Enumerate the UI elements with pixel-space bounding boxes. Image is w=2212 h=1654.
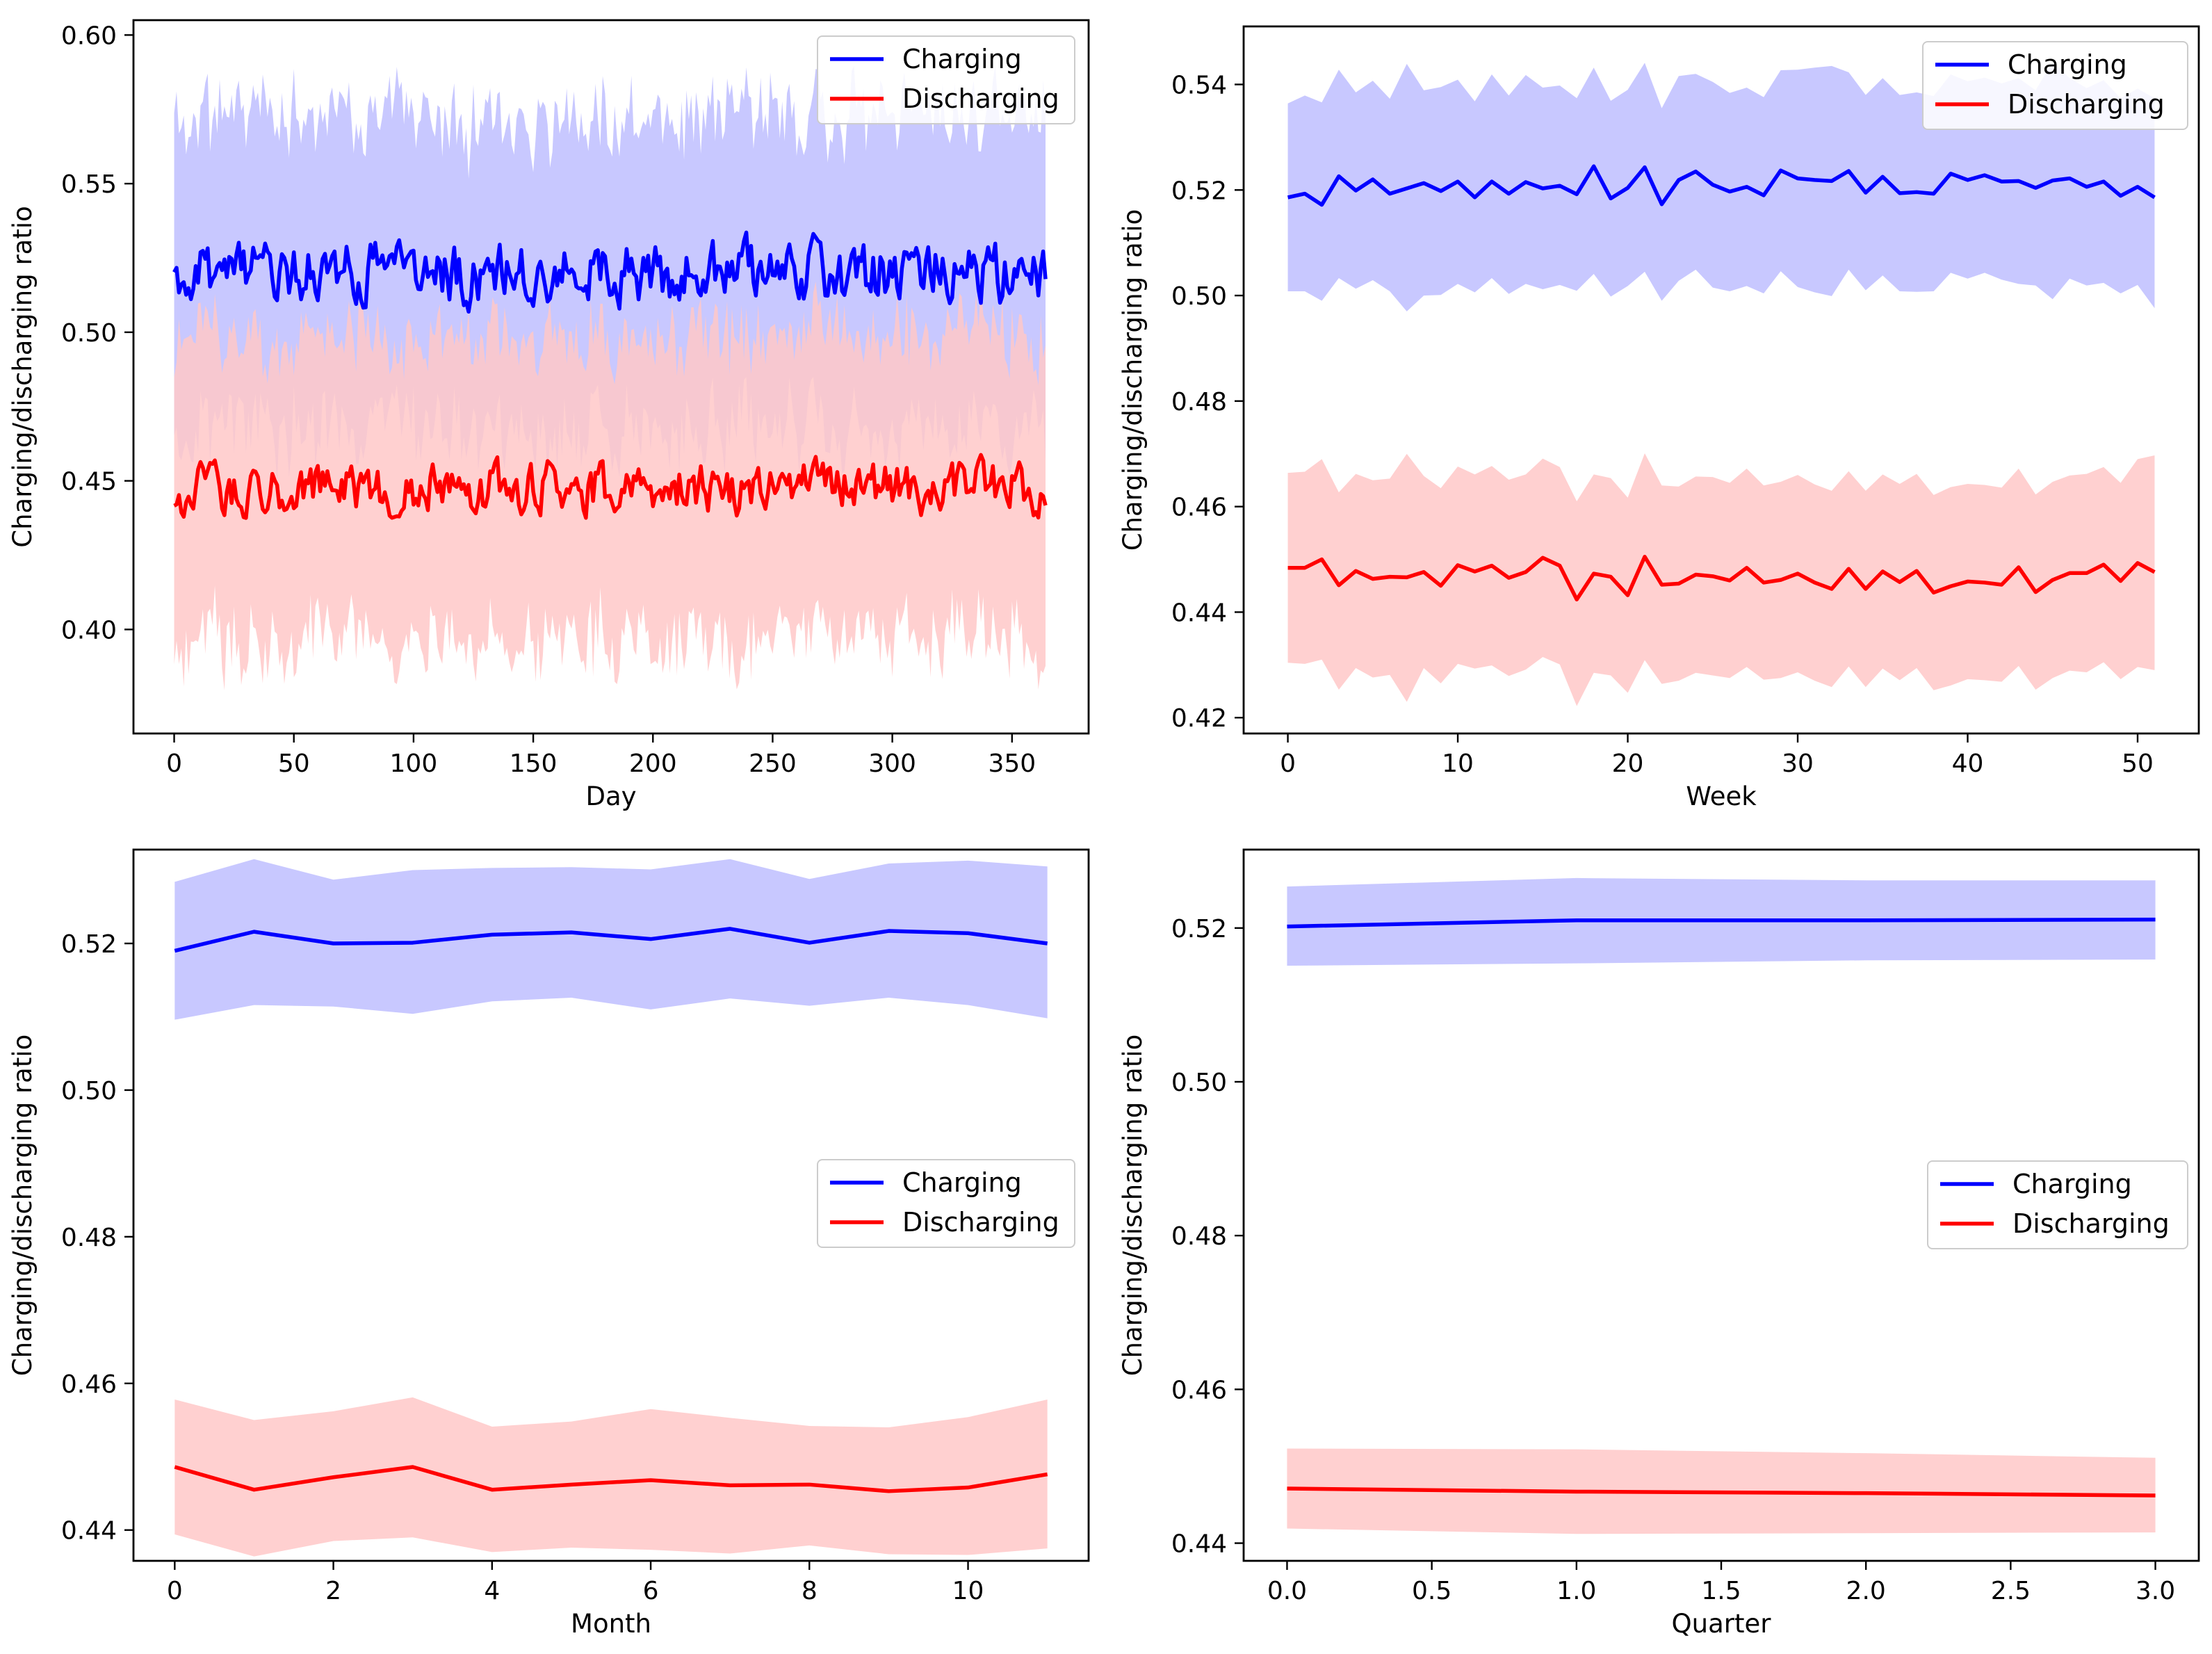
y-tick-label: 0.44: [1171, 1530, 1227, 1559]
y-axis-label: Charging/discharging ratio: [1118, 209, 1148, 551]
x-axis-label: Day: [585, 781, 636, 811]
charging-mean-line: [1287, 164, 2156, 207]
discharging-legend-label: Discharging: [2008, 89, 2165, 120]
charging-mean-line: [174, 927, 1048, 953]
y-tick-label: 0.48: [61, 1224, 117, 1252]
legend: Charging Discharging: [817, 1159, 1075, 1248]
discharging-mean-line: [174, 1465, 1048, 1493]
x-tick-label: 1.0: [1556, 1577, 1596, 1605]
discharging-std-band: [174, 1397, 1048, 1557]
discharging-legend-label: Discharging: [2012, 1208, 2170, 1239]
x-tick-label: 0: [167, 1577, 183, 1605]
y-tick-label: 0.46: [1171, 1376, 1227, 1404]
y-tick-label: 0.45: [61, 468, 117, 496]
x-tick-label: 30: [1782, 749, 1814, 778]
x-tick-label: 8: [802, 1577, 818, 1605]
x-tick-label: 300: [868, 749, 916, 778]
x-tick-label: 50: [278, 749, 310, 778]
axes-frame: [1242, 25, 2200, 735]
y-tick-label: 0.54: [1171, 71, 1227, 99]
x-tick-label: 50: [2122, 749, 2154, 778]
discharging-legend-label: Discharging: [902, 1207, 1059, 1238]
discharging-mean-line: [1287, 1486, 2156, 1498]
charging-legend-label: Charging: [902, 44, 1022, 74]
x-tick-label: 250: [749, 749, 797, 778]
x-tick-label: 100: [390, 749, 438, 778]
discharging-mean-line: [173, 453, 1048, 520]
legend-box: [1922, 41, 2188, 130]
legend: Charging Discharging: [817, 35, 1075, 124]
x-axis-label: Month: [571, 1609, 651, 1639]
y-tick-label: 0.50: [61, 319, 117, 348]
x-axis-label: Week: [1686, 781, 1757, 811]
discharging-legend-label: Discharging: [902, 83, 1059, 114]
y-tick-label: 0.55: [61, 170, 117, 199]
x-tick-label: 0.0: [1267, 1577, 1307, 1605]
discharging-mean-line: [1287, 555, 2156, 601]
chart-panel-bottom-left: 0 2 4 6 8 10 0.44 0.46 0.48 0.50 0.52 Month Charging…: [8, 848, 1090, 1639]
y-tick-label: 0.42: [1171, 704, 1227, 733]
y-tick-label: 0.46: [1171, 494, 1227, 522]
charging-std-band: [174, 859, 1048, 1020]
chart-panel-top-left: 0 50 100 150 200 250 300 350 0.40 0.45 0.50 0.55 0.6…: [8, 19, 1090, 811]
y-tick-label: 0.60: [61, 22, 117, 50]
y-tick-label: 0.52: [1171, 177, 1227, 205]
x-tick-label: 2.5: [1991, 1577, 2031, 1605]
charging-legend-label: Charging: [2008, 49, 2127, 80]
y-tick-label: 0.46: [61, 1370, 117, 1399]
y-tick-label: 0.48: [1171, 1222, 1227, 1251]
charging-legend-label: Charging: [2012, 1169, 2132, 1199]
axes-frame: [132, 848, 1090, 1562]
y-tick-label: 0.44: [61, 1517, 117, 1546]
y-tick-label: 0.52: [61, 930, 117, 959]
charging-mean-line: [172, 230, 1048, 314]
x-tick-label: 0: [1280, 749, 1296, 778]
axes-frame: [132, 19, 1090, 735]
y-tick-label: 0.50: [1171, 282, 1227, 311]
x-tick-label: 10: [1442, 749, 1474, 778]
x-tick-label: 150: [510, 749, 558, 778]
y-tick-label: 0.52: [1171, 915, 1227, 943]
y-tick-label: 0.50: [61, 1077, 117, 1105]
legend: Charging Discharging: [1922, 41, 2188, 130]
y-tick-label: 0.48: [1171, 388, 1227, 416]
y-tick-label: 0.50: [1171, 1069, 1227, 1097]
x-tick-label: 4: [484, 1577, 500, 1605]
discharging-std-band: [174, 282, 1046, 690]
charging-legend-label: Charging: [902, 1167, 1022, 1198]
x-tick-label: 40: [1952, 749, 1984, 778]
y-axis-label: Charging/discharging ratio: [1118, 1035, 1148, 1377]
y-axis-label: Charging/discharging ratio: [8, 1035, 38, 1377]
y-tick-label: 0.44: [1171, 599, 1227, 627]
x-tick-label: 2.0: [1846, 1577, 1886, 1605]
x-axis-label: Quarter: [1672, 1609, 1772, 1639]
chart-panel-bottom-right: 0.0 0.5 1.0 1.5 2.0 2.5 3.0 0.44 0.46 0.48 0.50 0.5…: [1118, 848, 2200, 1639]
x-tick-label: 0: [166, 749, 182, 778]
legend: Charging Discharging: [1927, 1160, 2188, 1249]
x-tick-label: 3.0: [2136, 1577, 2175, 1605]
x-tick-label: 6: [643, 1577, 659, 1605]
x-tick-label: 10: [952, 1577, 984, 1605]
x-tick-label: 350: [988, 749, 1036, 778]
x-tick-label: 1.5: [1701, 1577, 1741, 1605]
y-axis-label: Charging/discharging ratio: [8, 206, 38, 548]
x-tick-label: 20: [1612, 749, 1644, 778]
y-tick-label: 0.40: [61, 616, 117, 644]
x-tick-label: 2: [325, 1577, 341, 1605]
x-tick-label: 0.5: [1412, 1577, 1451, 1605]
charging-mean-line: [1287, 917, 2156, 929]
chart-panel-top-right: 0 10 20 30 40 50 0.42 0.44 0.46 0.48 0.50 0.52 0.54 W…: [1118, 25, 2200, 811]
x-tick-label: 200: [629, 749, 677, 778]
